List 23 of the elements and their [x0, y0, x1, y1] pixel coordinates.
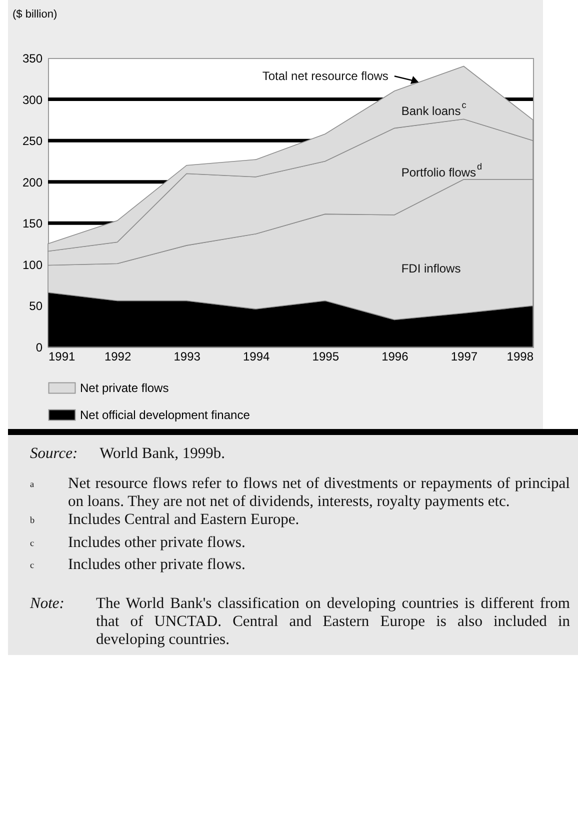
x-tick-label: 1997	[450, 350, 478, 364]
x-tick-label: 1996	[382, 350, 409, 364]
y-axis-title: ($ billion)	[12, 8, 58, 20]
y-tick-label: 50	[29, 299, 43, 314]
x-tick-label: 1994	[243, 350, 270, 364]
annotation: Total net resource flows	[262, 69, 388, 84]
x-tick-label: 1991	[48, 350, 76, 364]
text: Note: The World Bank's classification on developing countries is different from that of UNCTAD. Central and Eastern Europe is also included in developing countries.	[30, 594, 570, 648]
y-tick-label: 100	[22, 258, 43, 272]
y-tick-label: 150	[22, 216, 43, 231]
text: Source: World Bank, 1999b.	[30, 445, 225, 462]
y-tick-label: 200	[22, 175, 43, 190]
text: Net private flows	[80, 381, 169, 395]
y-tick-label: 0	[36, 340, 43, 354]
x-tick-label: 1993	[174, 350, 201, 364]
y-tick-label: 300	[22, 92, 43, 107]
x-tick-label: 1995	[312, 350, 340, 364]
legend-label: Net official development finance	[80, 408, 250, 422]
y-tick-label: 250	[22, 134, 43, 148]
series-label: FDI inflows	[401, 262, 461, 276]
x-tick-label: 1992	[104, 350, 132, 364]
y-tick-label: 350	[22, 52, 43, 66]
x-tick-label: 1998	[506, 350, 534, 364]
